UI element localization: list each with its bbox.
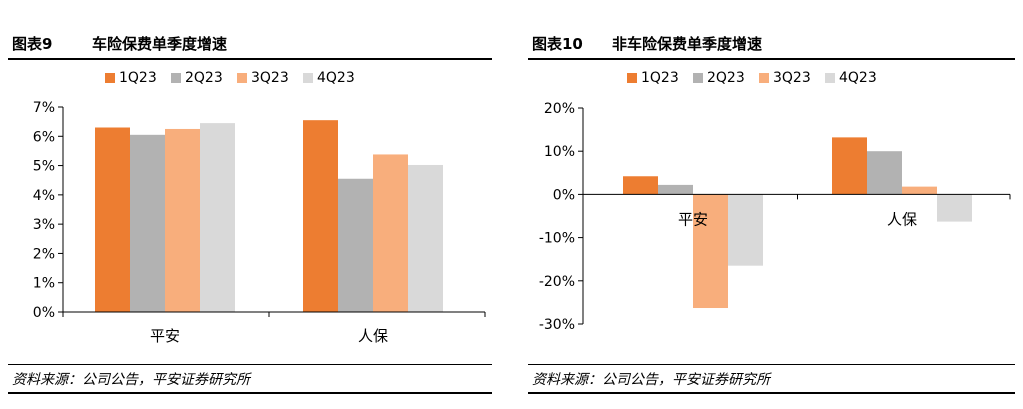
bar xyxy=(373,154,408,312)
y-tick-label: 0% xyxy=(553,187,575,203)
source-rule-bottom xyxy=(528,392,1015,394)
title-rule xyxy=(8,58,492,60)
figure-title-row: 图表10 非车险保费单季度增速 xyxy=(532,33,762,54)
chart-panel-car-insurance: 图表9 车险保费单季度增速 1Q23 2Q23 3Q23 4Q23 0% 1% 2% 3% 4% 5… xyxy=(0,0,500,409)
y-tick-label: 7% xyxy=(33,100,55,116)
source-rule-bottom xyxy=(8,392,492,394)
legend-item: 1Q23 xyxy=(105,70,157,86)
title-rule xyxy=(528,58,1015,60)
y-tick-label: 10% xyxy=(544,144,575,160)
y-tick-label: -30% xyxy=(539,317,575,333)
bar-chart-non-car-insurance: 1Q23 2Q23 3Q23 4Q23 -30% -20% -10% 0% 10% 20% 平安 人保 xyxy=(539,70,1011,333)
bar xyxy=(902,186,937,195)
bar xyxy=(658,184,693,195)
legend-swatch xyxy=(171,73,181,83)
chart-panel-non-car-insurance: 图表10 非车险保费单季度增速 1Q23 2Q23 3Q23 4Q23 -30% -20% -… xyxy=(520,0,1023,409)
bar xyxy=(832,137,867,195)
legend-item: 3Q23 xyxy=(237,70,289,86)
legend-label: 3Q23 xyxy=(773,70,811,86)
legend-swatch xyxy=(825,73,835,83)
legend-swatch xyxy=(105,73,115,83)
bar xyxy=(937,194,972,222)
legend-label: 2Q23 xyxy=(185,70,223,86)
legend-item: 4Q23 xyxy=(303,70,355,86)
bar xyxy=(408,164,443,312)
bar xyxy=(130,134,165,312)
x-category-label: 人保 xyxy=(887,210,917,228)
y-tick-label: 20% xyxy=(544,101,575,117)
bar xyxy=(728,194,763,266)
x-category-label: 平安 xyxy=(678,210,708,228)
y-tick-label: 3% xyxy=(33,217,55,233)
legend-swatch xyxy=(237,73,247,83)
y-tick-label: 5% xyxy=(33,159,55,175)
y-tick-label: -20% xyxy=(539,274,575,290)
source-rule-top xyxy=(8,364,492,365)
legend-label: 1Q23 xyxy=(641,70,679,86)
bar xyxy=(303,120,338,312)
figure-number: 图表10 xyxy=(532,35,583,53)
legend-swatch xyxy=(627,73,637,83)
y-tick-label: -10% xyxy=(539,231,575,247)
legend-label: 2Q23 xyxy=(707,70,745,86)
source-rule-top xyxy=(528,364,1015,365)
figure-title: 车险保费单季度增速 xyxy=(92,35,228,53)
legend-swatch xyxy=(693,73,703,83)
legend-label: 4Q23 xyxy=(839,70,877,86)
bar xyxy=(200,123,235,312)
y-tick-label: 2% xyxy=(33,246,55,262)
legend-item: 2Q23 xyxy=(171,70,223,86)
source-note: 资料来源：公司公告，平安证券研究所 xyxy=(12,372,250,388)
legend-label: 1Q23 xyxy=(119,70,157,86)
legend-item: 1Q23 xyxy=(627,70,679,86)
legend-swatch xyxy=(759,73,769,83)
bar xyxy=(867,151,902,195)
legend-item: 2Q23 xyxy=(693,70,745,86)
bar xyxy=(623,176,658,195)
y-tick-label: 6% xyxy=(33,129,55,145)
x-category-label: 人保 xyxy=(358,327,388,345)
figure-title: 非车险保费单季度增速 xyxy=(612,35,763,53)
y-tick-label: 1% xyxy=(33,276,55,292)
source-note: 资料来源：公司公告，平安证券研究所 xyxy=(532,372,770,388)
bar xyxy=(693,194,728,309)
y-tick-label: 0% xyxy=(33,305,55,321)
legend-item: 4Q23 xyxy=(825,70,877,86)
legend: 1Q23 2Q23 3Q23 4Q23 xyxy=(627,70,877,86)
bar xyxy=(338,178,373,312)
bar xyxy=(95,127,130,312)
legend-swatch xyxy=(303,73,313,83)
legend-item: 3Q23 xyxy=(759,70,811,86)
bar xyxy=(165,128,200,312)
figure-title-row: 图表9 车险保费单季度增速 xyxy=(12,33,227,54)
legend: 1Q23 2Q23 3Q23 4Q23 xyxy=(105,70,355,86)
bar-chart-car-insurance: 1Q23 2Q23 3Q23 4Q23 0% 1% 2% 3% 4% 5% 6% 7% 平安 人保 xyxy=(33,70,486,345)
x-category-label: 平安 xyxy=(150,327,180,345)
legend-label: 4Q23 xyxy=(317,70,355,86)
figure-number: 图表9 xyxy=(12,35,53,53)
legend-label: 3Q23 xyxy=(251,70,289,86)
y-tick-label: 4% xyxy=(33,188,55,204)
